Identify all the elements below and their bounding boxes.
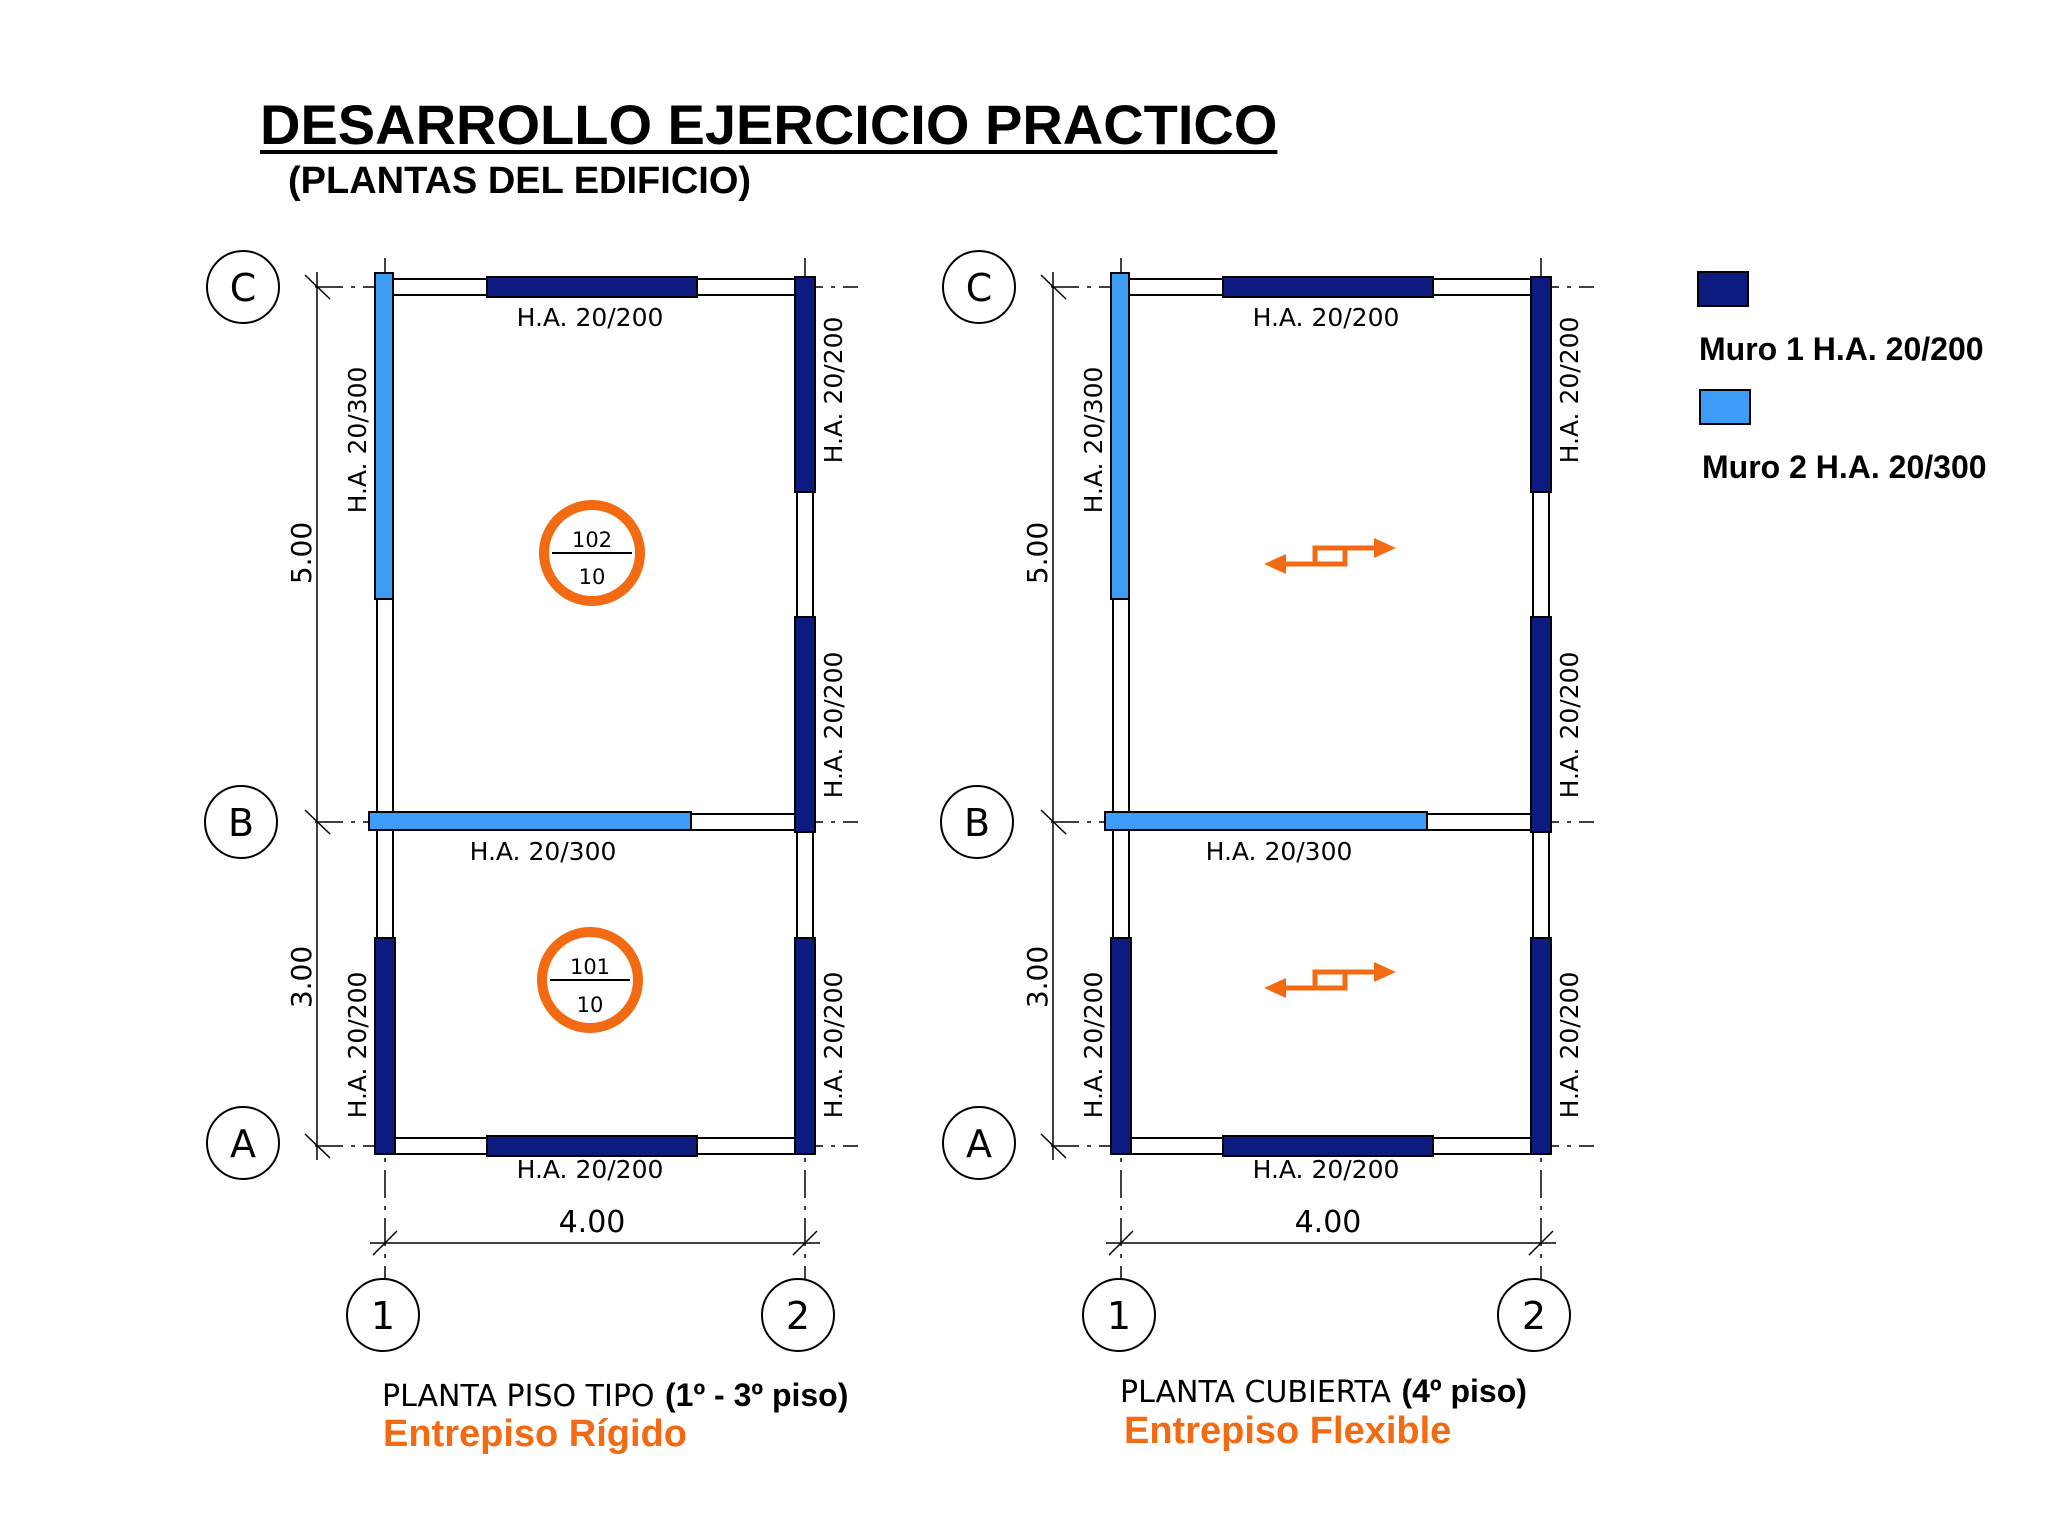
wall-label-right-2: H.A. 20/200: [1555, 652, 1584, 799]
svg-text:10: 10: [577, 993, 604, 1017]
wall-label-right-3: H.A. 20/200: [1555, 972, 1584, 1119]
dimension-width: 4.00: [1295, 1205, 1362, 1240]
legend-swatch-muro-2: [1699, 389, 1751, 425]
svg-text:10: 10: [579, 565, 606, 589]
svg-text:A: A: [230, 1122, 256, 1166]
dimension-upper: 5.00: [1021, 522, 1054, 584]
dimension-width: 4.00: [559, 1205, 626, 1240]
wall-label-right-1: H.A. 20/200: [819, 317, 848, 464]
svg-text:A: A: [966, 1122, 992, 1166]
legend-label-muro-2: Muro 2 H.A. 20/300: [1702, 449, 1987, 485]
svg-text:101: 101: [570, 955, 610, 979]
svg-text:2: 2: [1522, 1294, 1546, 1338]
axis-bubble-1: 1: [346, 1278, 420, 1352]
diaphragm-marker-upper: 102 10: [539, 500, 645, 606]
wall-label-bottom: H.A. 20/200: [1253, 1155, 1400, 1184]
wall-label-left-upper: H.A. 20/300: [1079, 367, 1108, 514]
axis-bubble-c: C: [942, 250, 1016, 324]
legend-label-muro-1: Muro 1 H.A. 20/200: [1699, 331, 1984, 367]
svg-text:C: C: [966, 266, 993, 310]
wall-label-right-1: H.A. 20/200: [1555, 317, 1584, 464]
legend: Muro 1 H.A. 20/200 Muro 2 H.A. 20/300: [1697, 271, 1987, 485]
dimension-lower: 3.00: [1021, 946, 1054, 1008]
diaphragm-marker-lower: 101 10: [537, 927, 643, 1033]
svg-text:102: 102: [572, 528, 612, 552]
axis-bubble-b: B: [940, 785, 1014, 859]
svg-text:C: C: [230, 266, 257, 310]
legend-swatch-muro-1: [1697, 271, 1749, 307]
wall-label-bottom: H.A. 20/200: [517, 1155, 664, 1184]
plan-slab-1: Entrepiso Rígido: [383, 1413, 687, 1455]
wall-label-left-lower: H.A. 20/200: [343, 972, 372, 1119]
muro-2-walls: [368, 272, 692, 831]
svg-text:B: B: [228, 801, 254, 845]
plan-piso-tipo: H.A. 20/200 H.A. 20/300 H.A. 20/200 H.A.…: [204, 250, 858, 1455]
axis-bubble-c: C: [206, 250, 280, 324]
wall-label-middle: H.A. 20/300: [1206, 837, 1353, 866]
page-subtitle: (PLANTAS DEL EDIFICIO): [288, 160, 752, 202]
dimension-lower: 3.00: [285, 946, 318, 1008]
axis-bubble-1: 1: [1082, 1278, 1156, 1352]
axis-bubble-2: 2: [761, 1278, 835, 1352]
plan-caption-2: PLANTA CUBIERTA (4º piso): [1120, 1373, 1527, 1410]
axis-bubble-2: 2: [1497, 1278, 1571, 1352]
svg-text:2: 2: [786, 1294, 810, 1338]
axis-bubble-a: A: [206, 1106, 280, 1180]
svg-text:1: 1: [1107, 1294, 1131, 1338]
svg-text:1: 1: [371, 1294, 395, 1338]
plan-slab-2: Entrepiso Flexible: [1124, 1410, 1451, 1452]
plan-caption-1: PLANTA PISO TIPO (1º - 3º piso): [382, 1377, 848, 1414]
plan-cubierta: H.A. 20/200 H.A. 20/300 H.A. 20/200 H.A.…: [940, 250, 1594, 1452]
svg-text:B: B: [964, 801, 990, 845]
wall-outlines: [1112, 278, 1550, 1155]
muro-1-walls: [374, 276, 816, 1157]
wall-label-top: H.A. 20/200: [1253, 303, 1400, 332]
page-title: DESARROLLO EJERCICIO PRACTICO: [260, 93, 1278, 156]
wall-label-right-2: H.A. 20/200: [819, 652, 848, 799]
wall-label-left-upper: H.A. 20/300: [343, 367, 372, 514]
wall-label-top: H.A. 20/200: [517, 303, 664, 332]
axis-bubble-a: A: [942, 1106, 1016, 1180]
flexible-diaphragm-symbol-upper: [1264, 538, 1396, 574]
muro-2-walls: [1104, 272, 1428, 831]
axis-bubble-b: B: [204, 785, 278, 859]
wall-label-middle: H.A. 20/300: [470, 837, 617, 866]
dimension-upper: 5.00: [285, 522, 318, 584]
wall-label-right-3: H.A. 20/200: [819, 972, 848, 1119]
muro-1-walls: [1110, 276, 1552, 1157]
flexible-diaphragm-symbol-lower: [1264, 962, 1396, 998]
wall-label-left-lower: H.A. 20/200: [1079, 972, 1108, 1119]
